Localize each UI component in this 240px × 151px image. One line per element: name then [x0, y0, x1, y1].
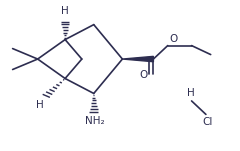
Polygon shape: [122, 56, 153, 62]
Text: H: H: [36, 100, 44, 110]
Text: Cl: Cl: [202, 117, 212, 127]
Text: O: O: [139, 70, 147, 80]
Text: H: H: [186, 88, 194, 98]
Text: O: O: [170, 34, 178, 44]
Text: H: H: [61, 6, 69, 16]
Text: NH₂: NH₂: [85, 116, 105, 126]
